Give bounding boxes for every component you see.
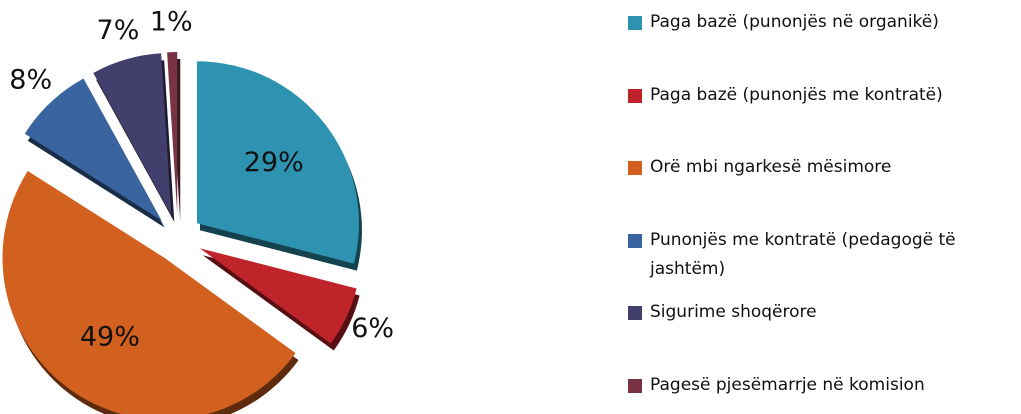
data-label: 6%	[351, 313, 394, 344]
legend-item: Paga bazë (punonjës në organikë)	[628, 8, 998, 37]
legend-item: Punonjës me kontratë (pedagogë të jashtë…	[628, 226, 998, 284]
data-label: 29%	[244, 147, 304, 178]
legend: Paga bazë (punonjës në organikë) Paga baz…	[628, 0, 1008, 414]
data-label: 8%	[9, 65, 52, 96]
slice	[24, 78, 162, 221]
legend-label: Orë mbi ngarkesë mësimore	[650, 157, 892, 177]
data-label: 1%	[150, 6, 193, 37]
slice	[199, 248, 357, 344]
legend-swatch	[628, 88, 642, 103]
legend-label: Paga bazë (punonjës në organikë)	[650, 12, 939, 32]
pie-area: 29% 6% 49% 8% 7% 1%	[2, 6, 394, 414]
legend-item: Paga bazë (punonjës me kontratë)	[628, 81, 998, 110]
legend-label: Sigurime shoqërore	[650, 302, 817, 322]
legend-label: Paga bazë (punonjës me kontratë)	[650, 84, 943, 105]
legend-swatch	[628, 161, 642, 175]
slice	[196, 61, 359, 264]
legend-item: Orë mbi ngarkesë mësimore	[628, 153, 998, 182]
legend-item: Pagesë pjesëmarrje në komision	[628, 371, 998, 400]
legend-label: Punonjës me kontratë (pedagogë të jashtë…	[650, 229, 956, 279]
legend-swatch	[628, 306, 642, 320]
legend-swatch	[628, 233, 642, 248]
legend-item: Sigurime shoqërore	[628, 298, 998, 327]
legend-label: Pagesë pjesëmarrje në komision	[650, 374, 925, 395]
data-label: 7%	[97, 15, 140, 46]
data-label: 49%	[80, 322, 140, 353]
legend-swatch	[628, 378, 642, 393]
slice	[167, 52, 178, 215]
slice	[2, 171, 296, 414]
legend-swatch	[628, 16, 642, 30]
slice	[93, 53, 172, 215]
